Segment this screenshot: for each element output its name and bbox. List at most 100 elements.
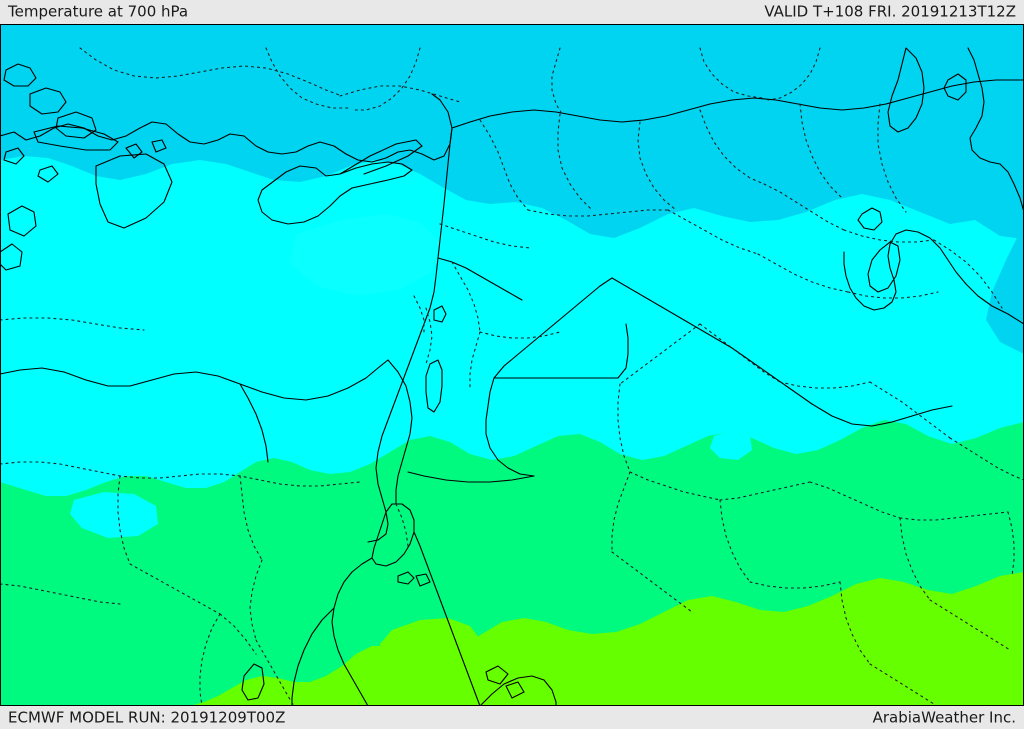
border-dotted-syria-6 (667, 209, 759, 255)
coastline-gulf-suez (331, 557, 373, 706)
model-run-label: ECMWF MODEL RUN: 20191209T00Z (8, 708, 286, 726)
border-dotted-egypt-1 (0, 461, 361, 487)
border-dotted-iraq-2 (799, 103, 843, 199)
border-dotted-syria-5 (699, 109, 765, 185)
border-dotted-saudi-5 (629, 471, 721, 501)
border-dotted-offshore-1 (0, 317, 145, 331)
border-dotted-egypt-9 (199, 613, 221, 706)
band-chartreuse-blob-small (926, 634, 980, 666)
header-bar: Temperature at 700 hPa VALID T+108 FRI. … (0, 0, 1024, 24)
coastline-island-small-3 (7, 205, 37, 237)
coastline-redsea-west (291, 607, 335, 706)
border-dotted-turkey-7 (339, 85, 461, 103)
band-cyan-pocket-suez (70, 492, 158, 538)
page-title: Temperature at 700 hPa (8, 2, 189, 21)
band-deep-cyan-lobe (986, 224, 1024, 354)
border-syria-iraq (611, 277, 733, 349)
coastline-aegean-3 (55, 111, 97, 139)
coastline-arabia-west (479, 675, 557, 706)
border-dotted-israel-1 (425, 307, 433, 365)
band-chartreuse-redsea (380, 618, 482, 684)
coastline-nile-delta (239, 383, 269, 463)
border-dotted-syria-1 (479, 119, 529, 211)
border-dotted-syria-4 (527, 209, 669, 217)
coastline-qatar (867, 241, 901, 293)
coastline-cyprus-cape (339, 139, 423, 175)
coastline-island-small-5 (415, 573, 431, 587)
border-dotted-saudi-7 (809, 481, 901, 519)
coastline-anatolia (0, 93, 453, 163)
coastline-egypt-med (0, 359, 389, 401)
border-dotted-syria-2 (557, 113, 593, 211)
border-dotted-saudi-9 (869, 381, 951, 439)
coastline-island-small-4 (0, 243, 23, 271)
coastline-gulf-aqaba (413, 531, 481, 706)
border-dotted-saudi-17 (839, 581, 871, 665)
band-chartreuse (0, 572, 1024, 706)
border-dotted-gulf-1 (1007, 511, 1015, 577)
coastline-island-tiran (397, 571, 415, 585)
coastline-crete (33, 125, 119, 151)
coastline-levant (367, 127, 453, 543)
border-dotted-iraq-3 (877, 103, 907, 213)
coastline-island-small-1 (3, 147, 25, 165)
border-dotted-syria-3 (637, 121, 677, 211)
border-dotted-egypt-5 (249, 559, 263, 641)
border-dotted-saudi-3 (619, 323, 701, 385)
attribution-label: ArabiaWeather Inc. (872, 708, 1016, 726)
coastline-island-tiny-2 (151, 139, 167, 153)
border-dotted-turkey-3 (351, 47, 421, 111)
coastline-aegean-2 (29, 87, 67, 115)
border-dotted-turkey-1 (79, 47, 343, 97)
border-dotted-turkey-6 (767, 47, 821, 101)
coastline-arabian-gulf (843, 229, 1024, 325)
border-dotted-iraq-1 (763, 183, 845, 231)
valid-time-label: VALID T+108 FRI. 20191213T12Z (764, 2, 1016, 21)
temperature-map-svg (0, 24, 1024, 706)
footer-bar: ECMWF MODEL RUN: 20191209T00Z ArabiaWeat… (0, 706, 1024, 729)
border-dotted-egypt-4 (239, 475, 263, 561)
border-dotted-saudi-8 (899, 511, 1009, 521)
border-dotted-egypt-6 (255, 639, 295, 706)
coastline-cyprus (257, 161, 413, 225)
coastline-lake-urmia (943, 73, 967, 101)
coastline-island-small-7 (505, 681, 525, 699)
border-dotted-israel-2 (413, 295, 425, 333)
border-saudi-jordan-egypt (407, 471, 535, 483)
band-cyan-patch-med (290, 214, 440, 296)
temperature-map[interactable] (0, 24, 1024, 706)
internal-borders-layer (0, 47, 1024, 706)
border-dotted-jordan-2 (479, 331, 561, 339)
coastline-aegean-1 (3, 63, 37, 87)
border-dotted-saudi-1 (699, 323, 781, 383)
border-dotted-med-1 (439, 223, 531, 249)
feature-lake-nasser (241, 663, 265, 701)
border-dotted-sinai-1 (395, 503, 409, 547)
coastline-island-small-6 (485, 665, 509, 685)
band-deep-cyan (0, 24, 1024, 239)
border-jordan-iraq-saudi (493, 277, 613, 379)
border-dotted-saudi-13 (611, 471, 631, 553)
coastline-bahrain (857, 207, 883, 231)
coastlines-layer (0, 47, 1024, 706)
border-saudi-iraq-long (731, 347, 953, 427)
border-dotted-gulf-2 (869, 663, 935, 705)
coastline-rhodes (95, 153, 173, 229)
coastline-island-tiny-1 (125, 143, 143, 159)
feature-sea-of-galilee (433, 305, 447, 323)
border-dotted-saudi-16 (929, 599, 1011, 651)
border-jordan-saudi-2 (485, 377, 535, 477)
border-dotted-iraq-6 (933, 239, 1003, 309)
coastline-sinai (371, 503, 415, 567)
border-dotted-turkey-5 (699, 47, 763, 99)
coastline-island-small-2 (37, 165, 59, 183)
border-dotted-egypt-7 (0, 583, 121, 605)
coastline-gulf-island (887, 47, 925, 133)
border-dotted-turkey-2 (265, 47, 349, 109)
border-jordan-saudi-line (493, 323, 629, 379)
band-cyan-blob-east (710, 430, 752, 460)
border-dotted-jordan-3 (469, 331, 481, 389)
border-dotted-egypt-3 (129, 563, 221, 615)
feature-dead-sea (425, 359, 443, 413)
